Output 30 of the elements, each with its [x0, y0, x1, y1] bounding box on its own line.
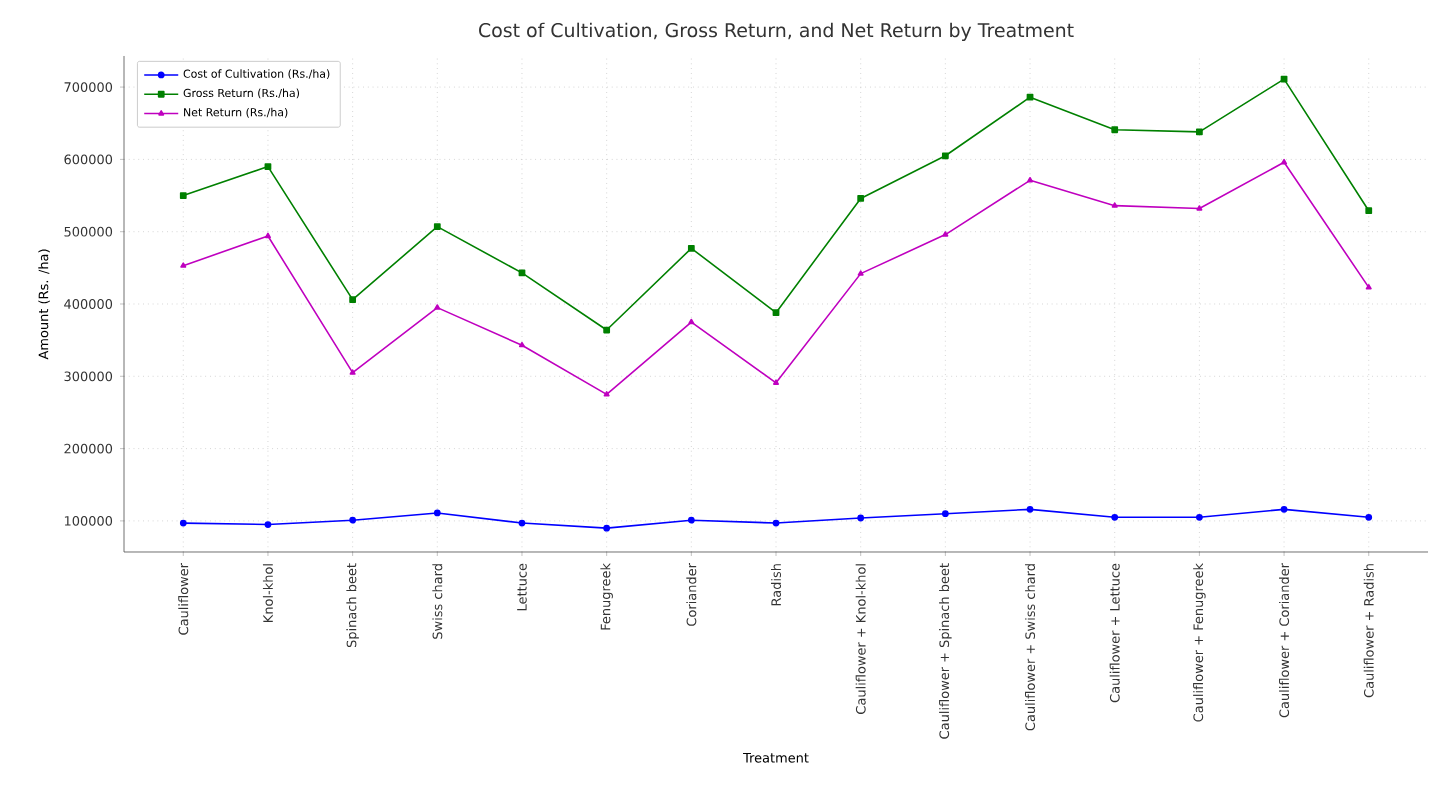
- point: [1026, 93, 1034, 101]
- point: [857, 514, 865, 522]
- point: [857, 195, 865, 202]
- point: [264, 163, 272, 171]
- chart-title: Cost of Cultivation, Gross Return, and Net Return by Treatment: [479, 22, 1074, 41]
- point: [941, 152, 949, 160]
- point: [772, 309, 780, 317]
- point: [179, 519, 187, 527]
- point: [1365, 513, 1373, 521]
- point: [1196, 513, 1203, 521]
- point: [433, 509, 441, 517]
- point: [518, 519, 526, 527]
- point: [1280, 505, 1288, 513]
- point: [349, 296, 357, 304]
- point: [1196, 128, 1203, 136]
- point: [1111, 513, 1119, 521]
- point: [349, 516, 357, 524]
- point: [433, 223, 441, 231]
- point: [1365, 207, 1373, 215]
- point: [772, 519, 780, 527]
- point: [603, 326, 611, 334]
- point: [264, 521, 272, 528]
- point: [1280, 75, 1288, 83]
- point: [179, 192, 187, 199]
- point: [603, 524, 611, 532]
- point: [1026, 505, 1034, 513]
- point: [687, 244, 695, 252]
- point: [1111, 126, 1119, 134]
- point: [941, 510, 949, 518]
- point: [687, 516, 695, 524]
